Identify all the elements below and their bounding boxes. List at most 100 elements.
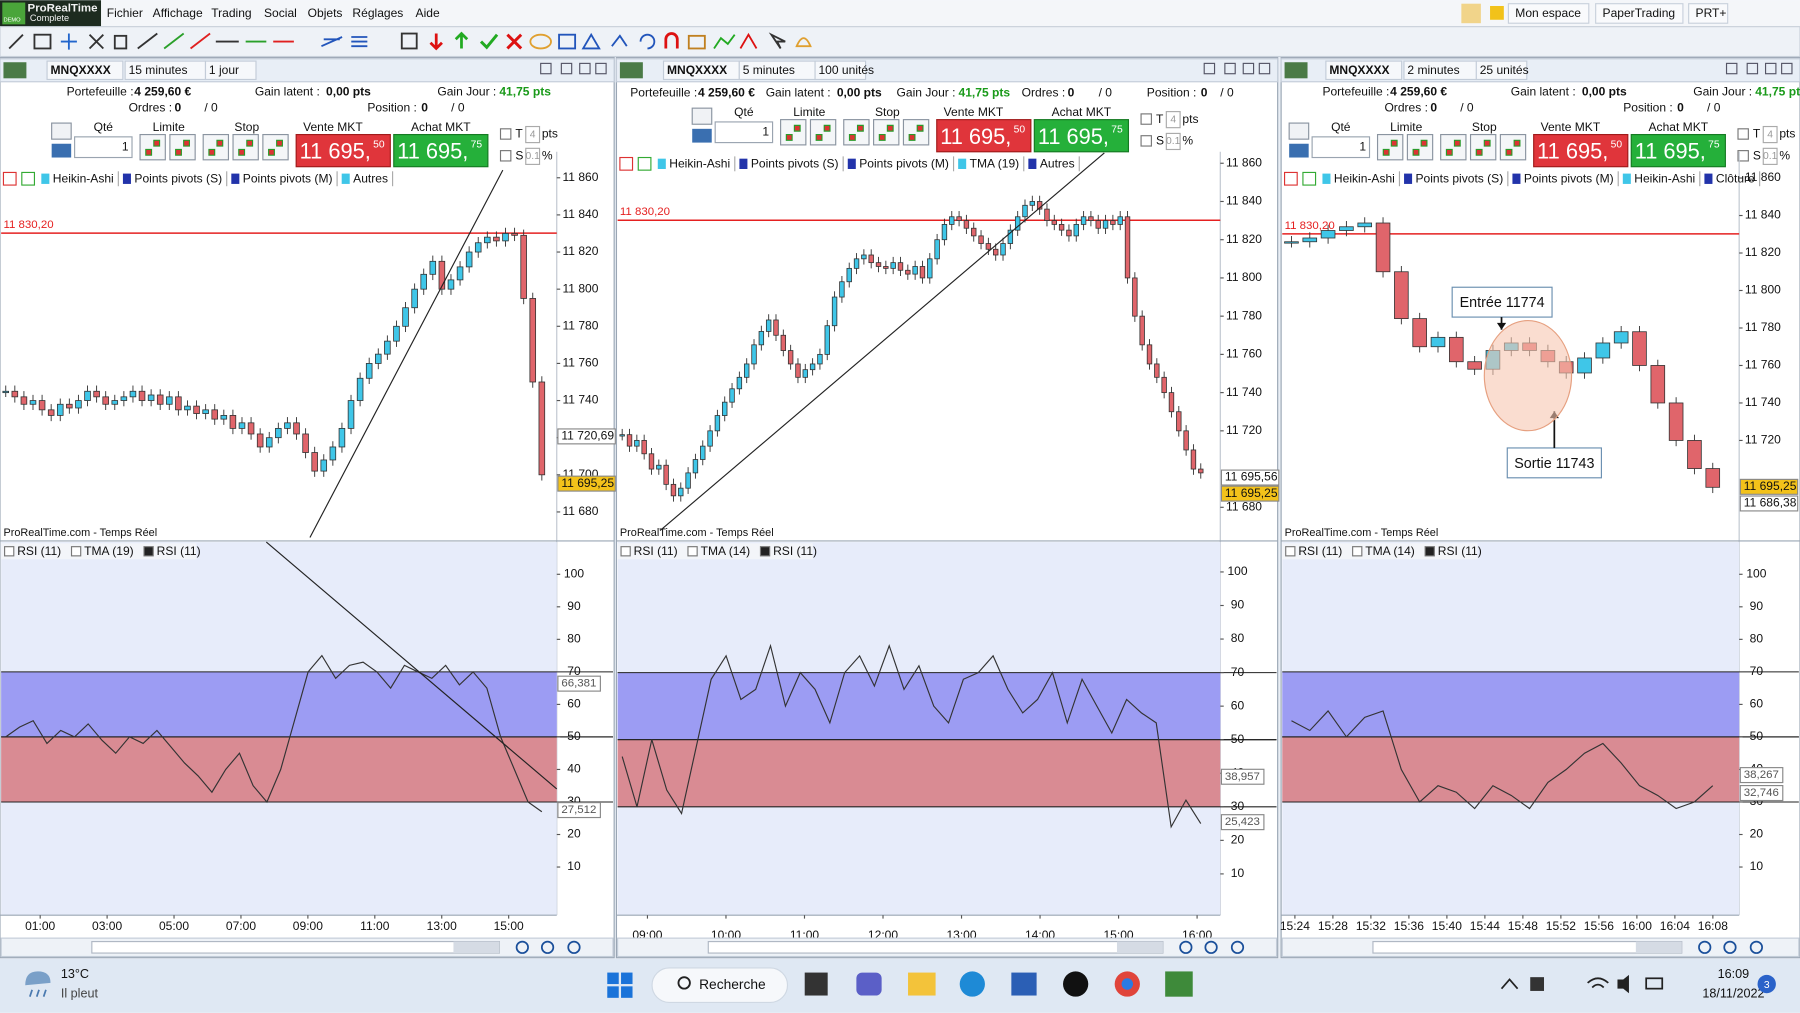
clock-date[interactable]: 18/11/2022 [1702, 987, 1764, 1001]
order-button[interactable] [202, 133, 230, 161]
order-button[interactable] [902, 119, 930, 146]
indicator-label[interactable]: Heikin-Ashi [1334, 172, 1395, 186]
indicator-label[interactable]: Points pivots (M) [243, 172, 333, 186]
zoom-button[interactable] [1723, 940, 1737, 954]
rsi-indicator-label[interactable]: RSI (11) [634, 544, 678, 558]
buy-button[interactable] [1630, 133, 1726, 168]
buy-button[interactable] [393, 133, 489, 168]
order-button[interactable] [1406, 133, 1434, 161]
header-dropdown[interactable] [1475, 60, 1528, 81]
rsi-indicator-label[interactable]: TMA (19) [84, 544, 134, 558]
menu-icon[interactable] [1461, 3, 1481, 24]
menu-item[interactable]: Réglages [352, 6, 403, 20]
order-button[interactable] [780, 119, 807, 146]
menu-item[interactable]: Social [264, 6, 297, 20]
window-button[interactable] [1725, 62, 1738, 75]
rsi-indicator-label[interactable]: RSI (11) [17, 544, 61, 558]
volume-icon[interactable] [1617, 974, 1629, 994]
order-button[interactable] [809, 119, 837, 146]
window-button[interactable] [1203, 62, 1216, 75]
taskbar-app[interactable] [1011, 972, 1037, 996]
indicator-label[interactable]: Clôture [1716, 172, 1755, 186]
menu-item[interactable]: Affichage [153, 6, 203, 20]
menu-button[interactable] [1507, 3, 1590, 24]
zoom-button[interactable] [515, 940, 529, 954]
window-button[interactable] [595, 62, 607, 75]
header-dropdown[interactable] [1325, 60, 1403, 81]
calculator-icon[interactable] [1289, 143, 1309, 158]
rsi-indicator-label[interactable]: TMA (14) [1365, 544, 1415, 558]
menu-icon[interactable] [1490, 5, 1504, 20]
indicator-label[interactable]: TMA (19) [970, 157, 1020, 171]
tray-chevron[interactable] [1500, 978, 1519, 990]
qty-input[interactable] [74, 136, 133, 159]
order-button[interactable] [1469, 133, 1497, 161]
qty-input[interactable] [714, 121, 774, 144]
calculator-icon[interactable] [692, 128, 712, 143]
order-button[interactable] [1376, 133, 1404, 161]
order-button[interactable] [843, 119, 870, 146]
window-button[interactable] [1764, 62, 1777, 75]
order-button[interactable] [1440, 133, 1467, 161]
calculator-icon[interactable] [51, 143, 72, 158]
menu-item[interactable]: Fichier [107, 6, 143, 20]
menu-item[interactable]: Objets [308, 6, 343, 20]
taskbar-app[interactable] [1165, 971, 1193, 997]
input-box[interactable] [525, 147, 541, 165]
zoom-button[interactable] [540, 940, 555, 954]
checkbox[interactable] [1737, 150, 1749, 162]
indicator-label[interactable]: Points pivots (S) [134, 172, 222, 186]
checkbox[interactable] [499, 150, 512, 162]
clock-time[interactable]: 16:09 [1718, 967, 1750, 981]
menu-button[interactable] [1688, 3, 1729, 24]
zoom-button[interactable] [1749, 940, 1763, 954]
header-dropdown[interactable] [814, 60, 867, 81]
scrollbar-track[interactable] [707, 941, 1164, 954]
zoom-button[interactable] [1204, 940, 1218, 954]
start-button[interactable] [607, 972, 633, 998]
settings-icon[interactable] [1288, 122, 1310, 140]
sell-button[interactable] [1533, 133, 1629, 168]
notification-badge[interactable] [1757, 974, 1776, 994]
menu-item[interactable]: Aide [416, 6, 440, 20]
checkbox[interactable] [1140, 113, 1152, 125]
indicator-label[interactable]: Autres [353, 172, 388, 186]
settings-icon[interactable] [51, 122, 72, 140]
zoom-button[interactable] [567, 940, 581, 954]
window-button[interactable] [1781, 62, 1793, 75]
window-button[interactable] [1242, 62, 1255, 75]
indicator-label[interactable]: Autres [1040, 157, 1075, 171]
input-box[interactable] [1762, 147, 1778, 165]
order-button[interactable] [139, 133, 166, 161]
indicator-label[interactable]: Heikin-Ashi [669, 157, 730, 171]
sell-button[interactable] [936, 119, 1032, 153]
zoom-button[interactable] [1179, 940, 1193, 954]
window-button[interactable] [540, 62, 552, 75]
tray-icon[interactable] [1530, 977, 1545, 991]
order-button[interactable] [873, 119, 900, 146]
window-button[interactable] [1224, 62, 1236, 75]
scrollbar-thumb[interactable] [1116, 941, 1163, 954]
legend-up[interactable] [637, 156, 652, 171]
battery-icon[interactable] [1645, 977, 1664, 990]
scrollbar-thumb[interactable] [1635, 941, 1682, 954]
rsi-indicator-label[interactable]: RSI (11) [1298, 544, 1342, 558]
checkbox[interactable] [1737, 128, 1749, 140]
scrollbar-track[interactable] [1372, 941, 1683, 954]
taskbar-app[interactable] [856, 972, 882, 996]
legend-add[interactable] [2, 171, 17, 186]
input-box[interactable] [1165, 132, 1181, 151]
indicator-label[interactable]: Points pivots (S) [1416, 172, 1504, 186]
taskbar-app[interactable] [908, 972, 936, 996]
rsi-indicator-label[interactable]: RSI (11) [157, 544, 201, 558]
order-button[interactable] [232, 133, 259, 161]
order-button[interactable] [262, 133, 289, 161]
indicator-label[interactable]: Points pivots (M) [859, 157, 949, 171]
indicator-label[interactable]: Points pivots (M) [1524, 172, 1614, 186]
wifi-icon[interactable] [1587, 977, 1609, 989]
scrollbar-track[interactable] [91, 941, 500, 954]
rsi-indicator-label[interactable]: RSI (11) [773, 544, 817, 558]
rsi-indicator-label[interactable]: RSI (11) [1438, 544, 1482, 558]
indicator-label[interactable]: Heikin-Ashi [1634, 172, 1695, 186]
input-box[interactable] [1762, 125, 1778, 144]
